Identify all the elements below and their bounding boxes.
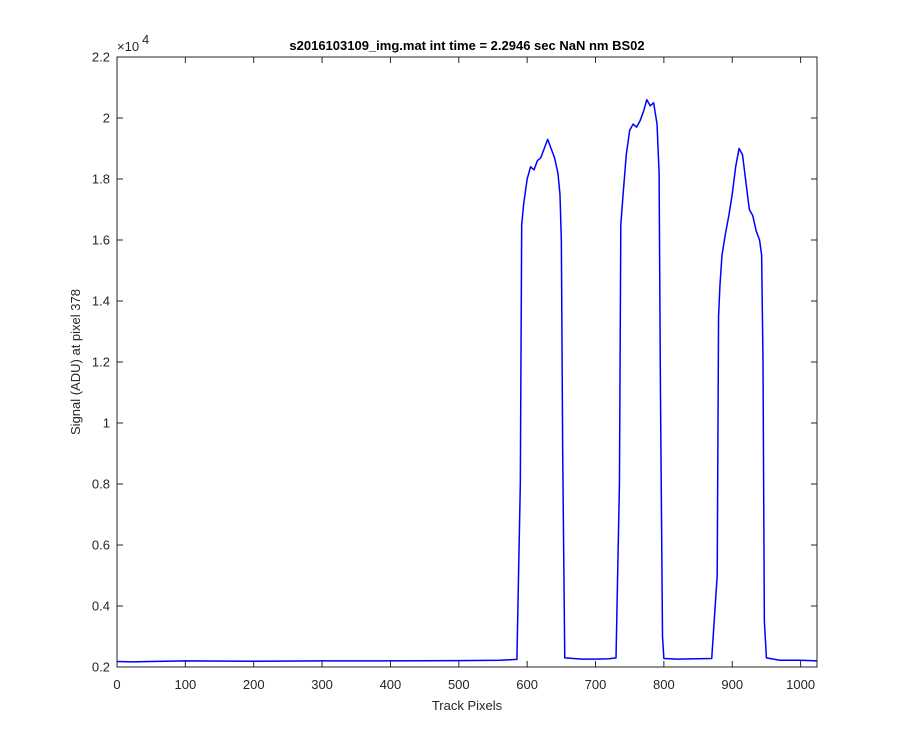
x-tick-label: 200 <box>243 677 265 692</box>
x-tick-label: 800 <box>653 677 675 692</box>
y-tick-label: 1.6 <box>92 233 110 248</box>
x-tick-label: 900 <box>721 677 743 692</box>
y-tick-label: 2.2 <box>92 50 110 65</box>
y-axis-label: Signal (ADU) at pixel 378 <box>68 289 83 435</box>
x-tick-label: 600 <box>516 677 538 692</box>
x-axis-label: Track Pixels <box>432 698 503 713</box>
x-tick-label: 0 <box>113 677 120 692</box>
x-tick-label: 500 <box>448 677 470 692</box>
y-tick-label: 1.2 <box>92 355 110 370</box>
chart-title: s2016103109_img.mat int time = 2.2946 se… <box>289 38 644 53</box>
x-tick-label: 1000 <box>786 677 815 692</box>
y-exponent-base: ×10 <box>117 39 139 54</box>
y-axis-ticks: 0.2 0.4 0.6 0.8 1 1.2 1.4 1.6 1.8 2 2.2 <box>92 50 817 675</box>
y-tick-label: 1.8 <box>92 172 110 187</box>
y-exponent-power: 4 <box>142 32 149 47</box>
x-tick-label: 400 <box>380 677 402 692</box>
y-tick-label: 2 <box>103 111 110 126</box>
y-tick-label: 0.4 <box>92 599 110 614</box>
y-tick-label: 0.8 <box>92 477 110 492</box>
y-tick-label: 0.2 <box>92 660 110 675</box>
y-tick-label: 1.4 <box>92 294 110 309</box>
x-tick-label: 300 <box>311 677 333 692</box>
axes-background <box>117 57 817 667</box>
y-tick-label: 0.6 <box>92 538 110 553</box>
y-tick-label: 1 <box>103 416 110 431</box>
x-axis-ticks: 0 100 200 300 400 500 600 700 800 900 1000 <box>113 57 815 692</box>
series-line-1 <box>116 98 818 663</box>
plot-content <box>116 98 818 663</box>
x-tick-label: 700 <box>585 677 607 692</box>
x-tick-label: 100 <box>175 677 197 692</box>
